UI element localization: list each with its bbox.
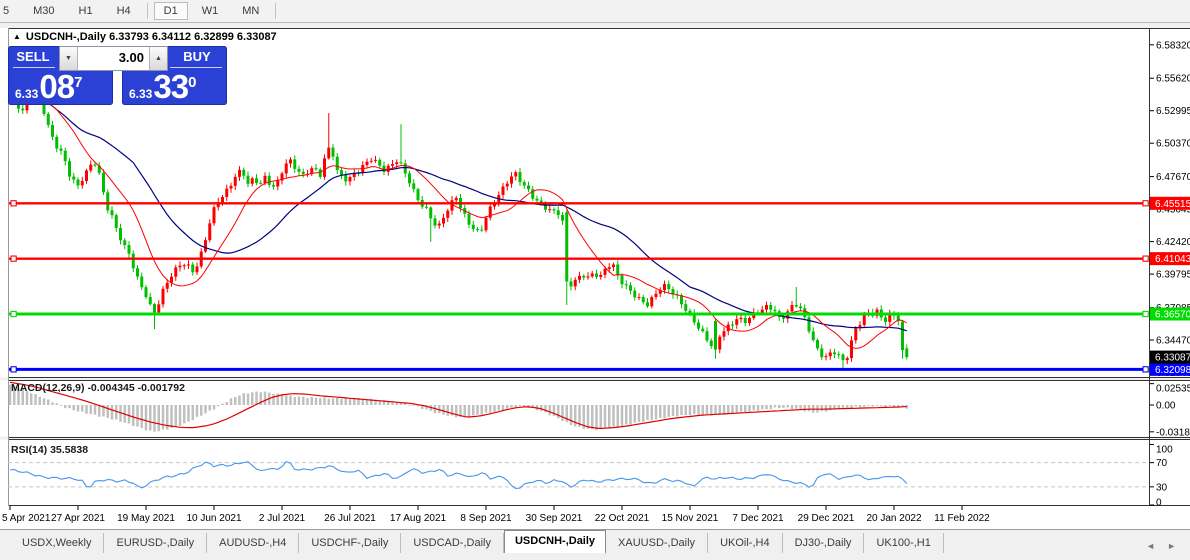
tab-usdchf-daily[interactable]: USDCHF-,Daily [299,533,402,554]
chart-tab-bar: USDX,Weekly EURUSD-,Daily AUDUSD-,H4 USD… [0,529,1190,554]
toolbar-separator [275,3,277,19]
svg-text:6.36570: 6.36570 [1155,310,1190,321]
svg-text:6.50370: 6.50370 [1156,139,1190,150]
buy-price[interactable]: 6.33330 [129,70,197,103]
svg-text:22 Oct 2021: 22 Oct 2021 [595,513,650,524]
svg-text:30: 30 [1156,482,1168,493]
svg-text:29 Dec 2021: 29 Dec 2021 [798,513,855,524]
tf-button-d1[interactable]: D1 [153,2,188,20]
tab-scroll-right-icon[interactable]: ► [1167,541,1176,551]
sell-price[interactable]: 6.33087 [15,70,83,103]
price-axis: 6.58320 6.55620 6.52995 6.50370 6.47670 6.450… [1150,40,1190,509]
timeframe-toolbar: 5 M30 H1 H4 D1 W1 MN [0,0,1190,23]
sell-divider [13,67,55,68]
tf-button-mn[interactable]: MN [242,5,260,17]
sell-price-big-digits: 08 [39,68,75,105]
tf-button-m5[interactable]: 5 [3,5,10,17]
toolbar-separator [146,3,148,19]
lot-decrease-button[interactable]: ▼ [60,47,78,70]
candles-layer [8,78,909,369]
svg-text:6.47670: 6.47670 [1156,172,1190,183]
sell-label[interactable]: SELL [16,49,50,64]
svg-text:30 Sep 2021: 30 Sep 2021 [526,513,583,524]
tab-xauusd-daily[interactable]: XAUUSD-,Daily [606,533,709,554]
tf-button-h1[interactable]: H1 [78,5,93,17]
tab-usdcnh-daily[interactable]: USDCNH-,Daily [503,530,607,554]
tab-usdcad-daily[interactable]: USDCAD-,Daily [401,533,504,554]
buy-price-prefix: 6.33 [129,87,153,101]
svg-text:26 Jul 2021: 26 Jul 2021 [324,513,376,524]
date-axis: 5 Apr 2021 27 Apr 2021 19 May 2021 10 Jun 2… [2,506,990,524]
tf-button-w1[interactable]: W1 [201,5,219,17]
svg-text:6.45045: 6.45045 [1156,205,1190,216]
svg-text:27 Apr 2021: 27 Apr 2021 [51,513,105,524]
toolbar-gap [0,23,1190,28]
sell-price-prefix: 6.33 [15,87,39,101]
svg-text:20 Jan 2022: 20 Jan 2022 [866,513,921,524]
sell-price-pipette: 7 [74,74,83,91]
lot-increase-button[interactable]: ▲ [149,47,167,70]
svg-text:6.45515: 6.45515 [1155,199,1190,210]
svg-text:0.025357: 0.025357 [1156,384,1190,395]
svg-text:6.32098: 6.32098 [1155,365,1190,376]
svg-text:17 Aug 2021: 17 Aug 2021 [390,513,447,524]
panel-borders [0,28,1190,506]
buy-price-big-digits: 33 [153,68,189,105]
tf-button-h4[interactable]: H4 [116,5,131,17]
svg-text:11 Feb 2022: 11 Feb 2022 [934,513,990,524]
svg-text:6.52995: 6.52995 [1156,106,1190,117]
chart-title: ▲ USDCNH-,Daily 6.33793 6.34112 6.32899 6… [13,31,277,43]
svg-text:0.00: 0.00 [1156,401,1176,412]
window-bottom-strip [0,553,1190,560]
collapse-arrow-icon[interactable]: ▲ [13,32,21,41]
buy-price-pipette: 0 [188,74,197,91]
macd-layer [8,381,908,432]
svg-text:6.41043: 6.41043 [1155,254,1190,265]
svg-text:5 Apr 2021: 5 Apr 2021 [2,513,51,524]
svg-text:6.33087: 6.33087 [1155,353,1190,364]
buy-divider [170,67,222,68]
svg-text:8 Sep 2021: 8 Sep 2021 [460,513,512,524]
svg-text:70: 70 [1156,458,1168,469]
chart-symbol-label: USDCNH-,Daily [25,31,106,43]
lot-size-input[interactable]: 3.00 [118,50,144,65]
tab-uk100-h1[interactable]: UK100-,H1 [864,533,944,554]
rsi-layer [8,460,1148,489]
tab-audusd-h4[interactable]: AUDUSD-,H4 [207,533,300,554]
tab-eurusd-daily[interactable]: EURUSD-,Daily [104,533,208,554]
svg-text:2 Jul 2021: 2 Jul 2021 [259,513,306,524]
lot-size-box: ▼ 3.00 ▲ [59,46,168,71]
macd-indicator-label: MACD(12,26,9) -0.004345 -0.001792 [11,382,185,394]
rsi-indicator-label: RSI(14) 35.5838 [11,444,89,456]
svg-text:6.39795: 6.39795 [1156,270,1190,281]
chart-ohlc-values: 6.33793 6.34112 6.32899 6.33087 [109,31,277,43]
tab-scroll-controls: ◄ ► [1140,538,1190,554]
svg-text:19 May 2021: 19 May 2021 [117,513,175,524]
buy-label[interactable]: BUY [183,49,211,64]
svg-text:6.42420: 6.42420 [1156,237,1190,248]
svg-text:-0.031835: -0.031835 [1156,427,1190,438]
svg-text:100: 100 [1156,445,1173,456]
tab-dj30-daily[interactable]: DJ30-,Daily [783,533,865,554]
svg-text:10 Jun 2021: 10 Jun 2021 [186,513,241,524]
horizontal-lines-layer[interactable] [9,200,1149,373]
tab-ukoil-h4[interactable]: UKOil-,H4 [708,533,783,554]
tab-usdx-weekly[interactable]: USDX,Weekly [10,533,105,554]
tab-scroll-left-icon[interactable]: ◄ [1146,541,1156,551]
svg-text:15 Nov 2021: 15 Nov 2021 [662,513,719,524]
svg-text:6.58320: 6.58320 [1156,40,1190,51]
svg-text:0: 0 [1156,498,1162,509]
svg-text:7 Dec 2021: 7 Dec 2021 [732,513,784,524]
tf-button-m30[interactable]: M30 [33,5,55,17]
svg-text:6.34470: 6.34470 [1156,335,1190,346]
one-click-trading-panel: SELL BUY 6.33087 6.33330 ▼ 3.00 ▲ [8,44,227,106]
svg-text:6.55620: 6.55620 [1156,74,1190,85]
